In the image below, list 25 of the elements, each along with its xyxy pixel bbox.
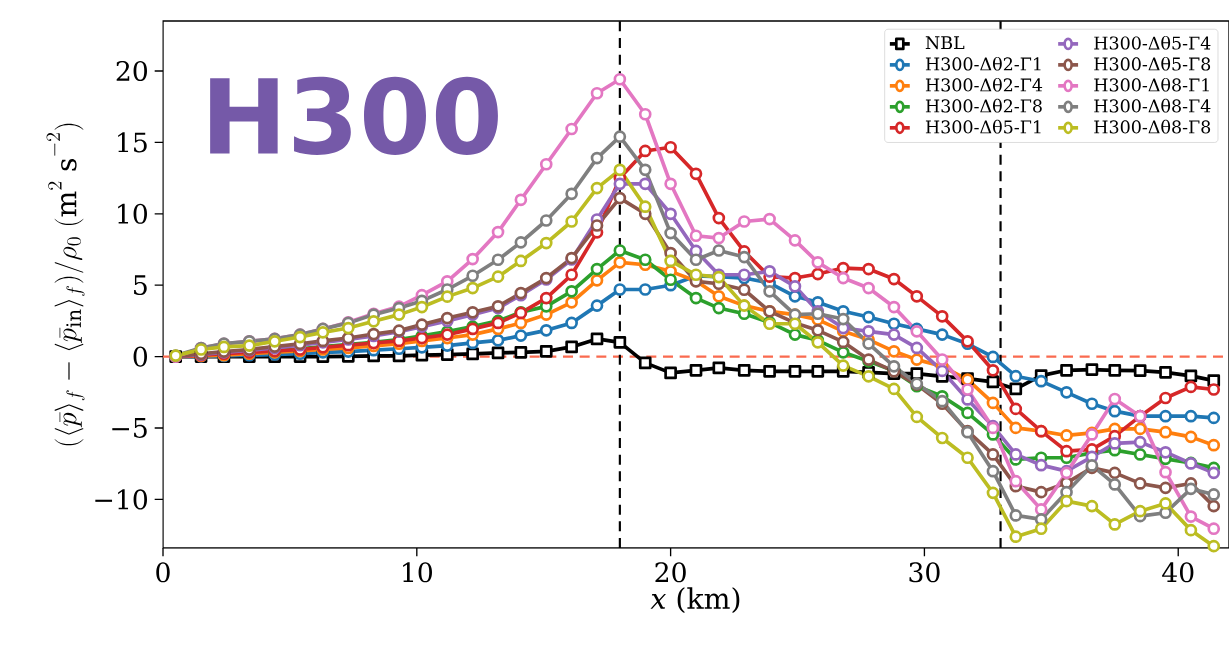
legend-label: H300-Δθ2-Γ8 [925,98,1042,113]
x-axis-title: x (km) [650,587,740,614]
annotation: H300 [210,76,498,155]
y-tick-label: −5 [112,418,147,438]
y-tick-label: 10 [118,203,147,224]
x-tick-label: 40 [1162,562,1194,583]
y-tick-label: 15 [118,132,147,153]
legend-label: H300-Δθ5-Γ4 [1094,35,1211,50]
legend-label: H300-Δθ5-Γ1 [925,119,1041,134]
legend-label: H300-Δθ8-Γ4 [1094,98,1211,113]
y-tick-label: 5 [134,275,147,296]
x-tick-label: 20 [655,562,686,583]
y-tick-label: 0 [133,346,148,367]
legend-label: H300-Δθ8-Γ8 [1094,119,1211,134]
x-tick-label: 30 [909,562,940,583]
x-tick-label: 10 [403,562,432,583]
y-axis-title: $(\langle\bar{p}\rangle_f - \langle\bar{p}_{\mathrm{in}}\rangle_f)/\rho_0\;(\mathrm{m}^2\;\mathrm{s}^{-2})$ [46,123,85,446]
y-tick-label: 20 [116,60,147,82]
legend-label: H300-Δθ8-Γ1 [1094,77,1209,92]
legend-label: NBL [925,36,965,50]
legend-label: H300-Δθ2-Γ1 [925,56,1041,71]
legend-label: H300-Δθ2-Γ4 [925,77,1043,92]
x-tick-label: 0 [156,562,170,583]
legend-label: H300-Δθ5-Γ8 [1094,56,1211,71]
y-tick-label: −10 [95,489,147,510]
